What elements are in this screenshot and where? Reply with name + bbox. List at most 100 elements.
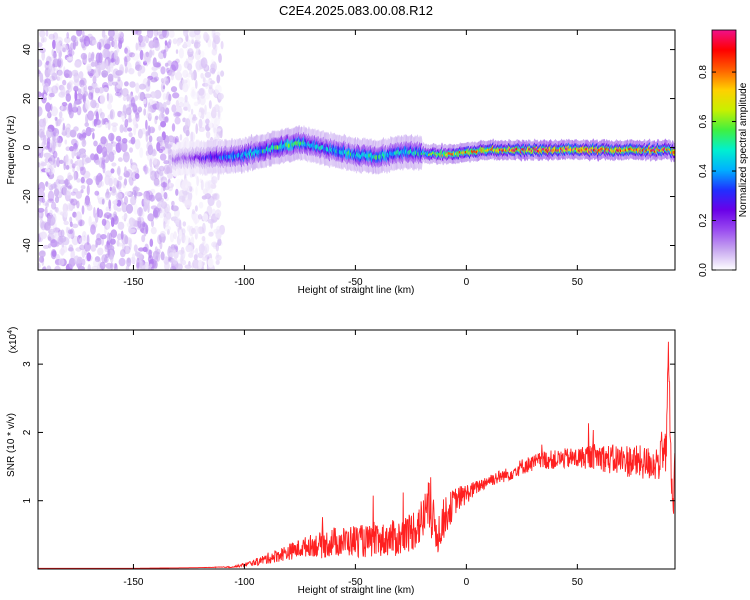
noise-blob xyxy=(214,209,222,218)
noise-blob xyxy=(135,111,140,119)
noise-blob xyxy=(42,244,50,249)
noise-blob xyxy=(84,122,89,127)
noise-blob xyxy=(68,102,73,113)
noise-blob xyxy=(163,216,168,225)
noise-blob xyxy=(198,118,203,129)
noise-blob xyxy=(118,139,122,150)
noise-blob xyxy=(149,238,154,247)
noise-blob xyxy=(163,49,167,59)
noise-blob xyxy=(148,135,153,143)
noise-blob xyxy=(80,52,88,60)
noise-blob xyxy=(210,80,215,85)
noise-blob xyxy=(78,153,85,158)
noise-blob xyxy=(73,126,79,132)
noise-blob xyxy=(130,97,136,107)
noise-blob xyxy=(96,41,102,50)
noise-blob xyxy=(112,125,117,133)
noise-blob xyxy=(166,164,174,175)
noise-blob xyxy=(43,84,49,95)
noise-blob xyxy=(95,111,99,122)
noise-blob xyxy=(153,157,158,165)
noise-blob xyxy=(182,69,189,78)
noise-blob xyxy=(147,102,151,112)
noise-blob xyxy=(181,180,188,191)
noise-blob xyxy=(135,112,140,122)
noise-blob xyxy=(52,52,58,59)
noise-blob xyxy=(170,248,177,254)
noise-blob xyxy=(55,132,59,142)
noise-blob xyxy=(117,165,121,177)
noise-blob xyxy=(146,112,150,119)
noise-blob xyxy=(105,59,109,70)
noise-blob xyxy=(139,91,146,102)
noise-blob xyxy=(164,206,169,214)
noise-blob xyxy=(182,259,187,266)
noise-blob xyxy=(54,116,58,121)
noise-blob xyxy=(160,120,167,128)
noise-blob xyxy=(137,70,142,77)
noise-blob xyxy=(178,229,182,240)
noise-blob xyxy=(142,35,146,43)
noise-blob xyxy=(39,30,46,38)
noise-blob xyxy=(192,259,200,269)
noise-blob xyxy=(184,199,192,209)
noise-blob xyxy=(132,186,140,192)
noise-blob xyxy=(148,49,153,58)
noise-blob xyxy=(134,251,141,257)
noise-blob xyxy=(198,88,205,96)
noise-blob xyxy=(110,168,115,174)
noise-blob xyxy=(111,186,117,194)
noise-blob xyxy=(119,124,124,133)
noise-blob xyxy=(152,250,159,260)
noise-blob xyxy=(163,164,171,175)
noise-blob xyxy=(117,221,125,230)
noise-blob xyxy=(166,100,171,106)
noise-blob xyxy=(112,81,118,86)
noise-blob xyxy=(43,152,51,158)
noise-blob xyxy=(167,154,173,166)
noise-blob xyxy=(108,151,115,162)
colorbar-gradient xyxy=(711,29,737,271)
noise-blob xyxy=(171,205,179,212)
noise-blob xyxy=(171,123,176,132)
noise-blob xyxy=(73,101,77,112)
noise-blob xyxy=(123,126,128,133)
noise-blob xyxy=(216,194,220,200)
noise-blob xyxy=(70,35,77,42)
noise-blob xyxy=(124,81,129,87)
noise-blob xyxy=(118,175,123,181)
noise-blob xyxy=(38,128,45,138)
noise-blob xyxy=(150,170,157,181)
noise-blob xyxy=(215,230,222,240)
noise-blob xyxy=(81,249,86,259)
noise-blob xyxy=(184,94,188,103)
noise-blob xyxy=(69,221,73,228)
noise-blob xyxy=(65,93,72,102)
noise-blob xyxy=(195,123,198,135)
noise-blob xyxy=(174,112,182,117)
noise-blob xyxy=(210,63,216,70)
noise-blob xyxy=(56,69,63,76)
noise-blob xyxy=(194,205,198,212)
noise-blob xyxy=(193,225,200,235)
noise-blob xyxy=(77,88,82,95)
x-tick-label: -100 xyxy=(234,577,254,588)
noise-blob xyxy=(47,215,51,227)
noise-blob xyxy=(79,244,85,251)
noise-blob xyxy=(165,166,172,175)
noise-blob xyxy=(175,99,180,108)
noise-blob xyxy=(85,157,92,164)
noise-blob xyxy=(147,144,154,156)
noise-blob xyxy=(187,190,193,202)
noise-blob xyxy=(118,157,123,162)
noise-blob xyxy=(48,61,53,70)
noise-blob xyxy=(192,213,200,224)
noise-blob xyxy=(110,57,114,63)
noise-blob xyxy=(188,30,196,38)
noise-blob xyxy=(69,146,75,152)
noise-blob xyxy=(79,219,83,227)
noise-blob xyxy=(215,259,220,265)
noise-blob xyxy=(147,213,155,222)
noise-blob xyxy=(48,147,52,152)
noise-blob xyxy=(38,250,46,258)
